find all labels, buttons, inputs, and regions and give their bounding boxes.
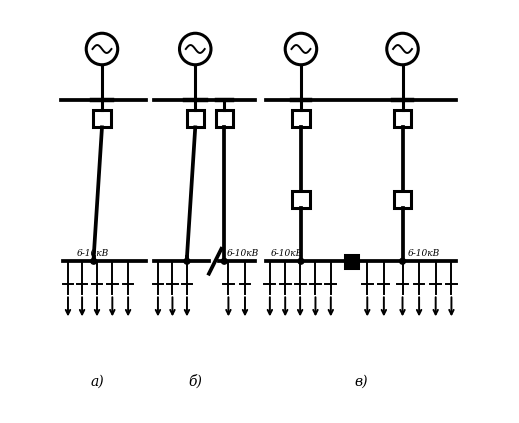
Bar bbox=[93, 110, 111, 127]
Circle shape bbox=[298, 258, 304, 264]
Circle shape bbox=[91, 258, 97, 264]
Bar bbox=[215, 110, 233, 127]
Text: 6-10кВ: 6-10кВ bbox=[76, 249, 108, 258]
Bar bbox=[394, 110, 411, 127]
Text: в): в) bbox=[354, 375, 368, 389]
Circle shape bbox=[222, 258, 227, 264]
Bar bbox=[394, 191, 411, 208]
Text: а): а) bbox=[91, 375, 105, 389]
Bar bbox=[292, 191, 310, 208]
Bar bbox=[345, 255, 358, 268]
Text: б): б) bbox=[188, 374, 202, 389]
Circle shape bbox=[184, 258, 190, 264]
Text: 6-10кВ: 6-10кВ bbox=[226, 249, 258, 258]
Text: 6-10кВ: 6-10кВ bbox=[408, 249, 440, 258]
Text: 6-10кВ: 6-10кВ bbox=[271, 249, 303, 258]
Bar bbox=[292, 110, 310, 127]
Circle shape bbox=[400, 258, 405, 264]
Bar bbox=[186, 110, 204, 127]
